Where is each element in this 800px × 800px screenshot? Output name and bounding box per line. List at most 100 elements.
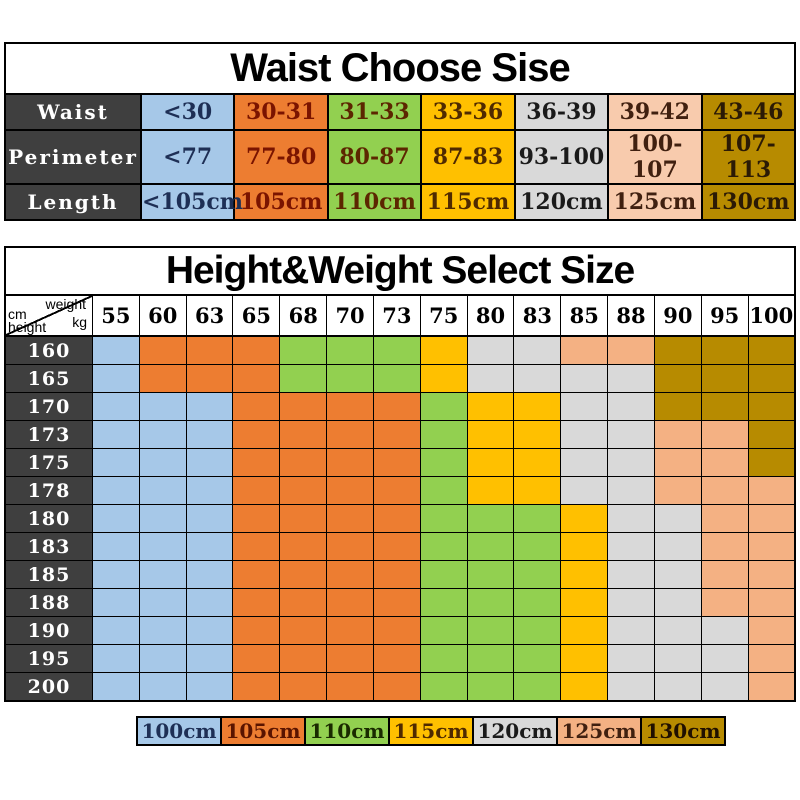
waist-cell: <30 bbox=[139, 93, 236, 131]
size-cell bbox=[92, 420, 140, 449]
waist-cell: 36-39 bbox=[513, 93, 610, 131]
size-cell bbox=[560, 672, 609, 702]
weight-header-row: weight kg cm height 55 60 63 65 68 70 73 75 80 83 85 88… bbox=[4, 294, 796, 337]
size-table-row: 185 bbox=[4, 560, 796, 589]
size-table-row: 160 bbox=[4, 335, 796, 365]
size-cell bbox=[372, 364, 421, 393]
size-cell bbox=[372, 504, 421, 533]
size-cell bbox=[185, 420, 234, 449]
waist-cell: <105cm bbox=[139, 183, 243, 221]
size-cell bbox=[700, 335, 749, 365]
size-cell bbox=[747, 335, 796, 365]
size-cell bbox=[326, 560, 374, 589]
size-cell bbox=[279, 364, 328, 393]
size-cell bbox=[513, 672, 562, 702]
size-cell bbox=[560, 588, 609, 617]
size-cell bbox=[560, 504, 609, 533]
size-cell bbox=[419, 476, 468, 505]
size-cell bbox=[232, 476, 281, 505]
size-cell bbox=[92, 364, 140, 393]
size-cell bbox=[419, 504, 468, 533]
size-cell bbox=[607, 448, 655, 477]
size-cell bbox=[232, 448, 281, 477]
size-cell bbox=[232, 364, 281, 393]
size-cell bbox=[279, 588, 328, 617]
size-cell bbox=[513, 560, 562, 589]
size-cell bbox=[92, 448, 140, 477]
size-cell bbox=[653, 420, 702, 449]
size-cell bbox=[326, 644, 374, 673]
size-cell bbox=[747, 588, 796, 617]
size-cell bbox=[232, 588, 281, 617]
height-label-cell: 185 bbox=[4, 560, 93, 589]
size-cell bbox=[92, 560, 140, 589]
size-cell bbox=[326, 420, 374, 449]
size-cell bbox=[700, 504, 749, 533]
size-cell bbox=[138, 532, 187, 561]
waist-cell: 105cm bbox=[233, 183, 329, 221]
size-cell bbox=[560, 392, 609, 421]
size-cell bbox=[326, 504, 374, 533]
size-cell bbox=[279, 672, 328, 702]
weight-header-cell: 70 bbox=[326, 294, 374, 337]
size-cell bbox=[700, 672, 749, 702]
size-cell bbox=[560, 476, 609, 505]
size-cell bbox=[653, 504, 702, 533]
weight-header-cell: 68 bbox=[279, 294, 328, 337]
size-cell bbox=[466, 532, 515, 561]
size-table-body: weight kg cm height 55 60 63 65 68 70 73 75 80 83 85 88… bbox=[4, 294, 796, 702]
size-table-row: 178 bbox=[4, 476, 796, 505]
size-cell bbox=[700, 532, 749, 561]
size-cell bbox=[138, 476, 187, 505]
weight-height-corner-cell: weight kg cm height bbox=[4, 294, 93, 337]
size-cell bbox=[185, 532, 234, 561]
legend-item: 125cm bbox=[556, 716, 642, 746]
size-cell bbox=[279, 335, 328, 365]
size-table-row: 170 bbox=[4, 392, 796, 421]
size-cell bbox=[232, 560, 281, 589]
size-cell bbox=[560, 644, 609, 673]
waist-cell: 100-107 bbox=[607, 129, 703, 185]
size-cell bbox=[560, 560, 609, 589]
weight-header-cell: 60 bbox=[138, 294, 187, 337]
size-table-row: 175 bbox=[4, 448, 796, 477]
height-label-cell: 160 bbox=[4, 335, 93, 365]
size-cell bbox=[372, 644, 421, 673]
height-label-cell: 178 bbox=[4, 476, 93, 505]
waist-cell: 39-42 bbox=[607, 93, 703, 131]
size-cell bbox=[560, 420, 609, 449]
size-cell bbox=[419, 644, 468, 673]
size-cell bbox=[607, 560, 655, 589]
size-cell bbox=[653, 532, 702, 561]
weight-header-cell: 65 bbox=[232, 294, 281, 337]
size-cell bbox=[513, 448, 562, 477]
waist-table-row: Length <105cm 105cm 110cm 115cm 120cm 125cm 130… bbox=[4, 183, 797, 221]
size-cell bbox=[138, 672, 187, 702]
size-cell bbox=[92, 476, 140, 505]
weight-header-cell: 80 bbox=[466, 294, 515, 337]
size-legend: 100cm 105cm 110cm 115cm 120cm 125cm 130cm bbox=[136, 716, 726, 746]
size-cell bbox=[138, 420, 187, 449]
waist-cell: <77 bbox=[139, 129, 236, 185]
size-cell bbox=[560, 616, 609, 645]
waist-row-header: Length bbox=[4, 183, 142, 221]
corner-kg-label: kg bbox=[72, 314, 87, 330]
size-cell bbox=[419, 448, 468, 477]
size-cell bbox=[279, 644, 328, 673]
size-cell bbox=[92, 335, 140, 365]
size-table-row: 190 bbox=[4, 616, 796, 645]
size-table-title: Height&Weight Select Size bbox=[4, 246, 796, 296]
height-label-cell: 170 bbox=[4, 392, 93, 421]
size-cell bbox=[466, 672, 515, 702]
size-cell bbox=[513, 392, 562, 421]
size-cell bbox=[560, 364, 609, 393]
size-cell bbox=[466, 476, 515, 505]
weight-header-cell: 85 bbox=[560, 294, 609, 337]
size-cell bbox=[466, 560, 515, 589]
size-cell bbox=[747, 644, 796, 673]
legend-item: 120cm bbox=[472, 716, 558, 746]
size-table-row: 165 bbox=[4, 364, 796, 393]
size-cell bbox=[560, 335, 609, 365]
size-cell bbox=[653, 476, 702, 505]
size-cell bbox=[513, 644, 562, 673]
